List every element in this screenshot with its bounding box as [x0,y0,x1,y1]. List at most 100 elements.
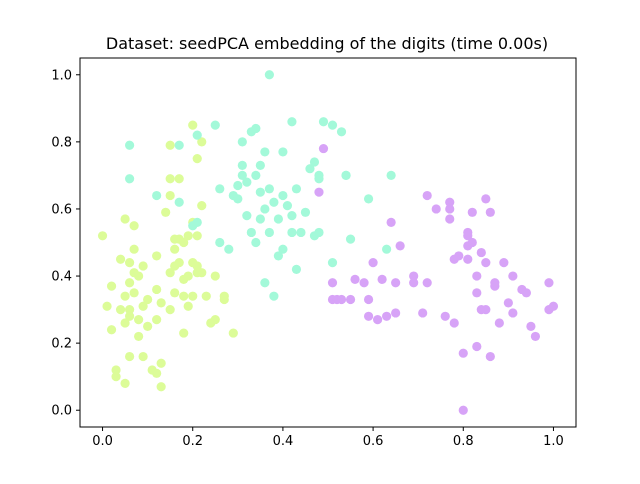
scatter-point [391,278,401,288]
scatter-point [215,184,225,194]
scatter-point [503,298,513,308]
scatter-point [125,351,135,362]
scatter-point [197,201,207,211]
scatter-point [228,328,238,338]
scatter-point [341,170,351,181]
scatter-point [170,244,180,254]
scatter-point [472,271,482,281]
scatter-point [485,207,495,217]
scatter-point [215,237,225,248]
scatter-point [183,271,193,281]
y-tick-label: 0.4 [51,270,72,285]
scatter-point [269,291,279,301]
scatter-point [377,274,387,284]
scatter-point [138,301,148,311]
scatter-point [188,291,198,301]
scatter-point [422,190,432,201]
scatter-point [170,288,180,298]
scatter-point [152,251,162,261]
scatter-point [472,341,482,352]
scatter-point [143,294,153,305]
scatter-point [481,304,491,315]
scatter-point [125,174,135,184]
scatter-point [125,311,135,321]
scatter-point [174,197,184,207]
y-tick-label: 0.0 [51,404,72,419]
scatter-point [472,288,482,298]
scatter-point [255,214,265,224]
scatter-point [318,143,329,154]
scatter-point [395,241,405,251]
scatter-point [174,174,184,184]
scatter-point [445,197,455,207]
scatter-point [521,288,532,298]
scatter-point [548,301,559,311]
scatter-point [314,170,324,181]
scatter-point [192,130,202,140]
scatter-point [237,170,247,181]
scatter-point [260,278,270,288]
scatter-point [273,251,283,261]
scatter-point [445,204,455,214]
scatter-point [156,298,166,308]
scatter-point [264,70,274,80]
scatter-point [188,120,198,130]
scatter-point [409,278,419,288]
scatter-point [336,294,347,305]
scatter-point [179,291,189,301]
scatter-point [291,184,302,194]
scatter-point [97,231,108,241]
scatter-point [269,197,279,207]
scatter-point [445,214,455,224]
scatter-point [363,311,374,321]
scatter-point [363,194,374,204]
y-tick-label: 0.8 [51,135,72,150]
scatter-point [260,204,270,214]
scatter-point [255,187,265,197]
scatter-point [138,351,148,362]
scatter-point [246,227,256,238]
scatter-point [134,315,144,325]
scatter-point [327,258,338,268]
scatter-point [156,382,166,392]
scatter-point [120,291,130,301]
scatter-point [192,217,202,227]
scatter-point [481,258,491,268]
scatter-point [192,261,202,271]
scatter-point [318,117,329,127]
scatter-point [152,368,162,378]
x-tick-label: 0.0 [92,434,113,449]
scatter-point [309,157,320,167]
scatter-point [273,214,283,224]
scatter-point [463,227,473,238]
scatter-point [134,331,144,342]
scatter-point [526,321,536,331]
scatter-point [138,261,148,271]
scatter-point [350,274,360,284]
scatter-point [386,217,396,227]
points-layer [97,70,559,415]
scatter-point [418,308,428,318]
scatter-point [106,325,117,335]
scatter-point [463,254,473,264]
scatter-point [382,311,392,321]
scatter-point [106,281,117,291]
scatter-point [237,160,247,170]
scatter-point [278,244,288,254]
scatter-point [490,278,500,288]
scatter-point [373,315,383,325]
y-axis: 0.0 0.2 0.4 0.6 0.8 1.0 [51,68,80,419]
scatter-point [242,211,252,221]
scatter-point [476,247,486,258]
scatter-point [192,154,202,164]
scatter-point [363,294,374,305]
scatter-point [494,318,504,328]
scatter-point [125,278,135,288]
y-tick-label: 1.0 [51,68,72,83]
scatter-point [409,271,419,281]
scatter-point [454,251,464,261]
scatter-point [251,237,261,248]
scatter-point [125,258,135,268]
scatter-point [134,271,144,281]
